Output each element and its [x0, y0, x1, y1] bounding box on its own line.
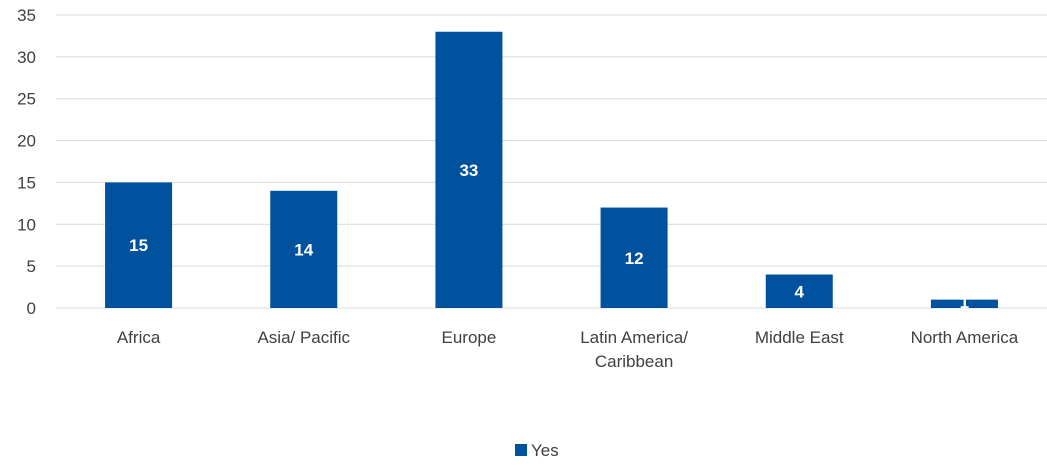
data-label-0: 15 [129, 236, 148, 255]
category-label-1: Asia/ Pacific [257, 328, 350, 347]
category-label-0: Africa [117, 328, 161, 347]
data-label-4: 4 [795, 282, 805, 301]
legend: Yes [515, 441, 559, 460]
data-label-1: 14 [294, 240, 313, 259]
y-tick-label-15: 15 [17, 173, 36, 192]
data-label-3: 12 [625, 249, 644, 268]
category-label-5: North America [911, 328, 1019, 347]
y-tick-label-10: 10 [17, 215, 36, 234]
bar-1 [270, 190, 338, 308]
category-label-3-line-1: Caribbean [595, 352, 673, 371]
gridlines [56, 14, 1047, 309]
category-label-3-line-0: Latin America/ [580, 328, 688, 347]
bar-0 [105, 182, 173, 308]
y-tick-label-25: 25 [17, 90, 36, 109]
y-tick-label-30: 30 [17, 48, 36, 67]
y-tick-label-20: 20 [17, 132, 36, 151]
y-tick-label-35: 35 [17, 6, 36, 25]
bar-3 [600, 207, 668, 308]
bars [105, 31, 998, 308]
y-tick-label-5: 5 [27, 257, 36, 276]
data-label-2: 33 [459, 161, 478, 180]
legend-swatch-yes [515, 444, 527, 456]
legend-label-yes: Yes [531, 441, 559, 460]
data-label-5: 1 [960, 293, 969, 312]
bar-4 [765, 274, 833, 308]
y-tick-label-0: 0 [27, 299, 36, 318]
data-labels: 15 14 33 12 4 1 [129, 161, 969, 312]
category-label-2: Europe [442, 328, 497, 347]
bar-2 [435, 31, 503, 308]
category-label-4: Middle East [755, 328, 844, 347]
category-labels: Africa Asia/ Pacific Europe Latin America/C… [117, 328, 1019, 371]
y-axis-ticks: 0 5 10 15 20 25 30 35 [17, 6, 36, 318]
bar-5 [930, 299, 998, 308]
